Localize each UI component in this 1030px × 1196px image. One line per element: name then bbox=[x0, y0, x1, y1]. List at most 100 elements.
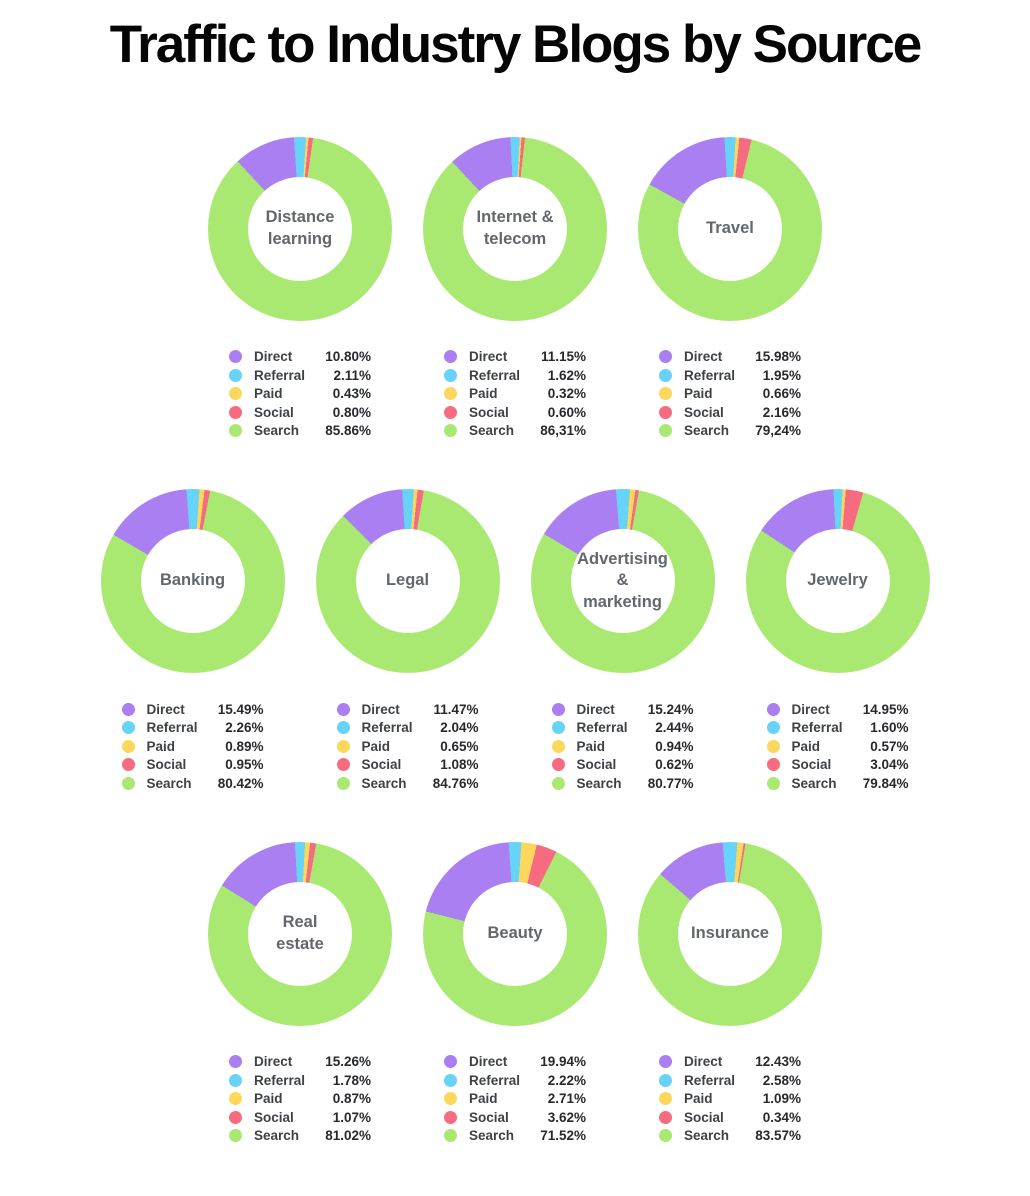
legend-source-label: Referral bbox=[254, 367, 306, 383]
legend-color-dot bbox=[229, 1073, 242, 1087]
legend-row: Social 0.80% bbox=[229, 403, 371, 422]
legend-source-label: Direct bbox=[684, 1054, 723, 1070]
legend-color-dot bbox=[229, 350, 242, 364]
legend-color-dot bbox=[121, 739, 135, 753]
legend-source-label: Social bbox=[146, 757, 187, 773]
legend-row: Direct 14.95% bbox=[766, 700, 909, 719]
donut-chart-cell: Distance learning Direct 10.80% Referral… bbox=[193, 136, 408, 441]
legend-row: Social 2.16% bbox=[659, 403, 801, 422]
legend-percent-value: 15.26% bbox=[325, 1054, 371, 1070]
legend-row: Direct 15.26% bbox=[229, 1053, 371, 1072]
legend-row: Social 1.07% bbox=[229, 1108, 371, 1127]
legend-row: Search 84.76% bbox=[336, 774, 479, 793]
donut-center-label: Travel bbox=[706, 218, 754, 237]
legend-source-label: Paid bbox=[684, 386, 713, 402]
legend-percent-value: 3.04% bbox=[870, 757, 909, 773]
donut-hole: Insurance bbox=[678, 881, 782, 986]
chart-legend: Direct 12.43% Referral 2.58% Paid 1.09% … bbox=[659, 1053, 801, 1146]
legend-row: Social 0.62% bbox=[551, 756, 694, 775]
legend-color-dot bbox=[659, 387, 672, 401]
legend-row: Referral 2.04% bbox=[336, 719, 479, 738]
legend-row: Paid 0.66% bbox=[659, 385, 801, 404]
legend-color-dot bbox=[336, 739, 350, 753]
legend-source-label: Search bbox=[254, 423, 300, 439]
legend-source-label: Direct bbox=[576, 701, 615, 717]
donut-ring: Jewelry bbox=[745, 489, 930, 674]
legend-color-dot bbox=[551, 702, 565, 716]
legend-color-dot bbox=[551, 739, 565, 753]
donut-ring: Insurance bbox=[638, 841, 822, 1026]
legend-row: Social 3.04% bbox=[766, 756, 909, 775]
legend-percent-value: 0.57% bbox=[870, 738, 909, 754]
donut-chart-cell: Insurance Direct 12.43% Referral 2.58% P… bbox=[623, 841, 838, 1146]
donut-ring: Banking bbox=[100, 489, 285, 674]
donut-hole: Internet & telecom bbox=[463, 176, 567, 281]
legend-source-label: Search bbox=[254, 1128, 300, 1144]
donut-center-label: Banking bbox=[159, 571, 226, 590]
legend-source-label: Referral bbox=[576, 720, 628, 736]
legend-row: Direct 15.98% bbox=[659, 348, 801, 367]
legend-color-dot bbox=[444, 368, 457, 382]
legend-percent-value: 1.60% bbox=[870, 720, 909, 736]
legend-color-dot bbox=[336, 776, 350, 790]
legend-color-dot bbox=[766, 776, 780, 790]
legend-source-label: Paid bbox=[791, 738, 821, 754]
donut-ring: Travel bbox=[638, 136, 822, 321]
legend-source-label: Paid bbox=[469, 386, 498, 402]
donut-chart-cell: Internet & telecom Direct 11.15% Referra… bbox=[408, 136, 623, 441]
legend-row: Paid 2.71% bbox=[444, 1090, 586, 1109]
legend-row: Referral 1.78% bbox=[229, 1071, 371, 1090]
legend-color-dot bbox=[766, 758, 780, 772]
legend-row: Social 3.62% bbox=[444, 1108, 586, 1127]
chart-legend: Direct 10.80% Referral 2.11% Paid 0.43% … bbox=[229, 348, 371, 441]
legend-percent-value: 0.87% bbox=[332, 1091, 371, 1107]
legend-percent-value: 19.94% bbox=[540, 1054, 586, 1070]
legend-row: Paid 0.57% bbox=[766, 737, 909, 756]
legend-color-dot bbox=[444, 405, 457, 419]
legend-source-label: Social bbox=[791, 757, 832, 773]
legend-percent-value: 2.11% bbox=[333, 367, 371, 383]
legend-row: Paid 1.09% bbox=[659, 1090, 801, 1109]
legend-percent-value: 2.22% bbox=[547, 1072, 586, 1088]
legend-source-label: Search bbox=[469, 1128, 515, 1144]
legend-row: Social 1.08% bbox=[336, 756, 479, 775]
legend-color-dot bbox=[659, 1055, 672, 1069]
legend-row: Referral 1.62% bbox=[444, 366, 586, 385]
legend-source-label: Search bbox=[576, 775, 622, 791]
legend-source-label: Search bbox=[146, 775, 192, 791]
legend-color-dot bbox=[444, 1073, 457, 1087]
legend-percent-value: 15.98% bbox=[755, 349, 801, 365]
donut-chart-cell: Beauty Direct 19.94% Referral 2.22% Paid… bbox=[408, 841, 623, 1146]
donut-hole: Legal bbox=[355, 529, 460, 634]
legend-color-dot bbox=[766, 739, 780, 753]
legend-color-dot bbox=[659, 1129, 672, 1143]
legend-source-label: Referral bbox=[361, 720, 413, 736]
legend-color-dot bbox=[229, 387, 242, 401]
legend-row: Direct 15.24% bbox=[551, 700, 694, 719]
legend-color-dot bbox=[336, 721, 350, 735]
legend-percent-value: 2.16% bbox=[762, 404, 801, 420]
legend-percent-value: 0.66% bbox=[762, 386, 801, 402]
legend-percent-value: 1.78% bbox=[332, 1072, 371, 1088]
legend-source-label: Social bbox=[361, 757, 402, 773]
donut-center-label: Internet & telecom bbox=[476, 208, 554, 248]
legend-percent-value: 0.60% bbox=[547, 404, 586, 420]
donut-ring: Beauty bbox=[423, 841, 607, 1026]
legend-row: Referral 2.11% bbox=[229, 366, 371, 385]
legend-source-label: Search bbox=[791, 775, 837, 791]
donut-center-label: Distance learning bbox=[265, 208, 335, 248]
legend-row: Search 85.86% bbox=[229, 422, 371, 441]
legend-source-label: Direct bbox=[791, 701, 830, 717]
chart-legend: Direct 11.47% Referral 2.04% Paid 0.65% … bbox=[336, 700, 479, 793]
legend-source-label: Search bbox=[469, 423, 515, 439]
legend-percent-value: 84.76% bbox=[432, 775, 479, 791]
donut-ring: Real estate bbox=[208, 841, 392, 1026]
chart-legend: Direct 15.26% Referral 1.78% Paid 0.87% … bbox=[229, 1053, 371, 1146]
legend-percent-value: 1.08% bbox=[440, 757, 479, 773]
legend-source-label: Referral bbox=[146, 720, 198, 736]
legend-color-dot bbox=[121, 758, 135, 772]
chart-legend: Direct 15.24% Referral 2.44% Paid 0.94% … bbox=[551, 700, 694, 793]
donut-chart-cell: Real estate Direct 15.26% Referral 1.78%… bbox=[193, 841, 408, 1146]
legend-percent-value: 0.43% bbox=[332, 386, 371, 402]
legend-row: Direct 11.15% bbox=[444, 348, 586, 367]
